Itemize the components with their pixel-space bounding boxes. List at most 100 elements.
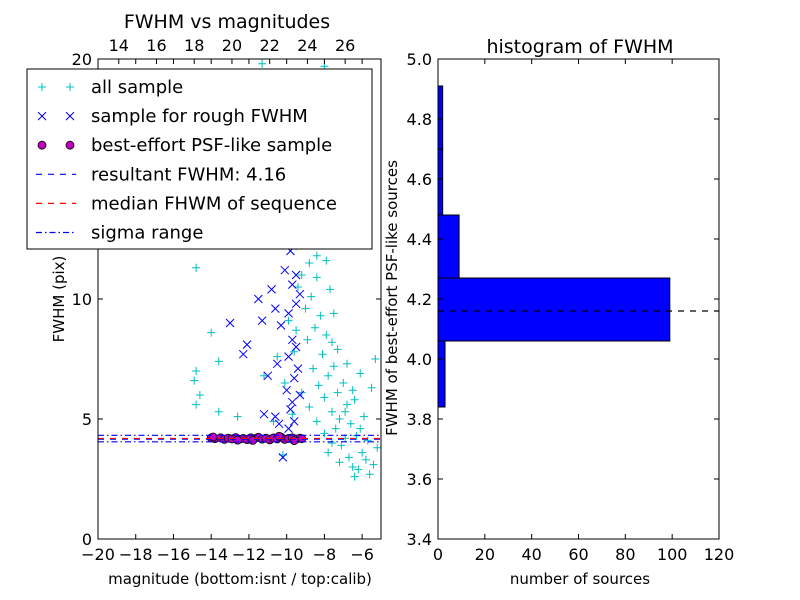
legend-label: best-effort PSF-like sample [91,135,332,156]
data-point [371,355,380,363]
data-point [207,328,216,337]
data-point [192,367,201,375]
data-point [365,470,374,479]
data-point [297,271,306,279]
histogram-bar [437,340,446,408]
legend: all sample sample for rough FWHM best-effo… [26,68,373,250]
data-point [291,299,301,309]
data-point [360,412,369,421]
data-point [320,393,329,402]
data-point [348,386,357,395]
data-point [289,417,299,426]
legend-marker [38,83,46,91]
y-tick-label: 4.2 [407,290,432,309]
histogram-bar [437,214,460,279]
data-point [326,285,335,294]
y-tick-label: 3.6 [407,470,432,489]
data-point [259,409,269,419]
data-point [343,400,352,409]
x-tick-label: −10 [270,545,304,564]
data-point [295,390,305,400]
data-point [312,417,321,426]
data-point [361,455,370,464]
x-tick-label: 80 [615,545,635,564]
data-point [254,294,263,304]
data-point [258,59,267,68]
data-point [195,391,204,399]
data-point [280,265,290,275]
top-x-tick-label: 22 [260,36,280,55]
data-point [358,448,367,457]
data-point [238,349,248,359]
legend-entry: sample for rough FWHM [37,106,308,127]
data-point [316,311,325,320]
top-x-tick-label: 24 [297,36,317,55]
data-point [329,309,338,318]
data-point [333,388,342,397]
y-tick-label: 20 [72,50,92,69]
data-point [327,338,336,347]
data-point [305,259,314,267]
data-point [309,364,318,373]
x-tick-label: 0 [433,545,443,564]
legend-entry: sigma range [36,223,203,244]
right-plot-title: histogram of FWHM [486,36,673,58]
data-point [280,379,289,387]
data-point [214,357,223,366]
data-point [287,280,297,289]
data-point [335,415,344,423]
data-point [233,435,243,445]
x-tick-label: −8 [313,545,337,564]
data-point [192,400,201,409]
top-x-tick-label: 26 [335,36,355,55]
data-point [287,335,297,345]
data-point [257,316,267,325]
y-tick-label: 4.0 [407,350,432,369]
top-x-tick-label: 16 [146,36,166,55]
data-point [276,321,286,330]
data-point [272,359,282,369]
data-point [356,369,365,378]
y-tick-label: 5 [82,410,92,429]
data-point [350,395,359,404]
data-point [322,256,331,265]
left-plot-title: FWHM vs magnitudes [124,11,330,33]
data-point [214,407,223,416]
data-point [303,335,312,344]
data-point [343,359,352,368]
data-point [324,371,333,380]
data-point [278,453,288,462]
right-plot-y-axis-label: FWHM of best-effort PSF-like sources [383,160,401,436]
data-point [273,352,282,361]
right-plot: 0 20 40 60 80 100 120 3.4 3.6 3.8 4.0 4.2 4.4 4.6 4.8 5… [383,36,734,588]
x-tick-label: −6 [350,545,374,564]
data-point [208,432,218,442]
data-point [192,263,201,272]
data-point [225,318,235,328]
data-point [341,407,350,416]
data-point [293,364,303,373]
legend-marker [37,140,47,150]
data-point [356,424,365,433]
data-point [344,453,353,462]
x-tick-label: −16 [157,545,191,564]
x-tick-label: −20 [81,545,115,564]
data-point [367,383,376,392]
y-tick-label: 10 [72,290,92,309]
data-point [322,331,331,339]
data-point [291,342,301,352]
y-tick-label: 4.4 [407,230,432,249]
data-point [270,412,280,421]
x-tick-label: 120 [704,545,735,564]
x-tick-label: −12 [232,545,266,564]
right-plot-ticks: 0 20 40 60 80 100 120 3.4 3.6 3.8 4.0 4.2 4.4 4.6 4.8 5… [407,50,735,564]
data-point [284,424,293,433]
x-tick-label: 60 [568,545,588,564]
data-point [350,472,359,481]
data-point [314,381,323,390]
histogram-bar [437,148,444,216]
legend-marker [66,83,74,91]
y-tick-label: 4.8 [407,110,432,129]
data-point [190,376,199,385]
